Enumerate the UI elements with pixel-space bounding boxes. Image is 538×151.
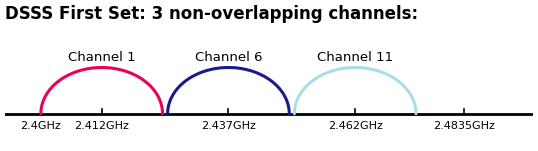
Text: 2.437GHz: 2.437GHz [201, 121, 256, 131]
Text: 2.412GHz: 2.412GHz [74, 121, 129, 131]
Text: 2.4GHz: 2.4GHz [20, 121, 61, 131]
Text: DSSS First Set: 3 non-overlapping channels:: DSSS First Set: 3 non-overlapping channe… [5, 5, 419, 22]
Text: 2.4835GHz: 2.4835GHz [433, 121, 495, 131]
Text: 2.462GHz: 2.462GHz [328, 121, 383, 131]
Text: Channel 11: Channel 11 [317, 51, 393, 64]
Text: Channel 6: Channel 6 [195, 51, 262, 64]
Text: Channel 1: Channel 1 [68, 51, 136, 64]
